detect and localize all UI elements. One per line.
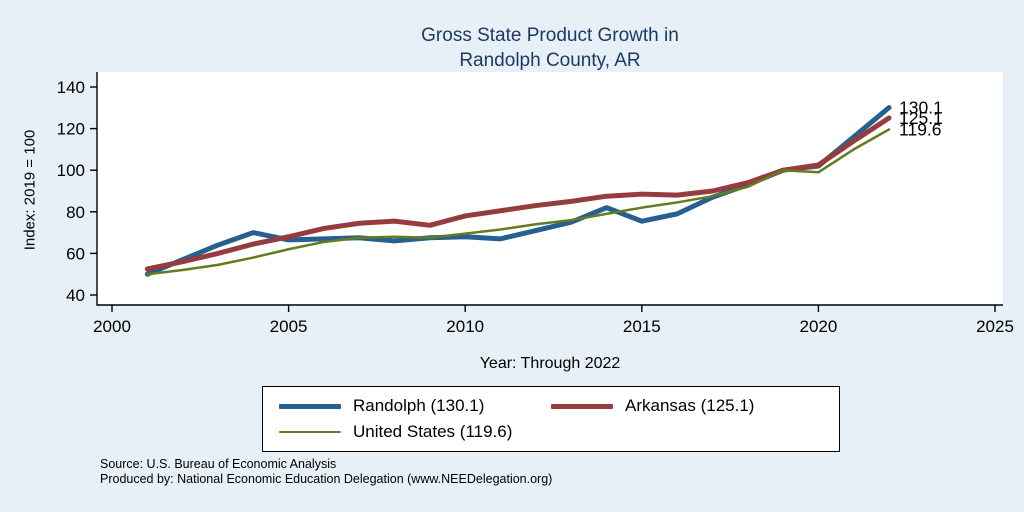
y-tick-label: 100 (57, 161, 85, 180)
legend-item-arkansas: Arkansas (125.1) (551, 396, 823, 416)
arkansas-line-swatch (551, 403, 613, 409)
x-tick-label: 2015 (623, 317, 661, 336)
source-line: Source: U.S. Bureau of Economic Analysis (100, 457, 337, 471)
chart-title-line-2: Randolph County, AR (459, 49, 641, 71)
x-axis-title: Year: Through 2022 (479, 355, 621, 372)
x-tick-label: 2010 (446, 317, 484, 336)
united-states-end-label: 119.6 (899, 119, 942, 139)
y-tick-label: 80 (66, 203, 85, 222)
produced-by-line: Produced by: National Economic Education… (100, 472, 553, 486)
arkansas-line (144, 115, 892, 272)
y-tick-label: 140 (57, 78, 85, 97)
axis-lines (96, 72, 1003, 306)
y-tick-label: 60 (66, 244, 85, 263)
x-tick-label: 2005 (270, 317, 308, 336)
legend-item-randolph: Randolph (130.1) (279, 396, 551, 416)
united-states-line (146, 128, 891, 276)
legend: Randolph (130.1) Arkansas (125.1) United… (262, 386, 840, 452)
united-states-line-swatch (279, 430, 341, 434)
x-tick-label: 2000 (93, 317, 131, 336)
y-tick-label: 120 (57, 120, 85, 139)
y-axis-title: Index: 2019 = 100 (21, 129, 39, 251)
legend-label-arkansas: Arkansas (125.1) (625, 396, 755, 415)
chart-title-line-1: Gross State Product Growth in (421, 25, 679, 46)
plot-background (97, 72, 1003, 305)
legend-label-randolph: Randolph (130.1) (353, 396, 485, 415)
legend-item-united-states: United States (119.6) (279, 422, 551, 442)
arkansas-end-label: 125.1 (899, 108, 943, 128)
legend-label-united-states: United States (119.6) (353, 422, 513, 441)
randolph-end-label: 130.1 (899, 98, 943, 118)
source-note: Source: U.S. Bureau of Economic Analysis… (100, 457, 552, 487)
y-tick-label: 40 (66, 286, 85, 305)
chart-title: Gross State Product Growth in Randolph C… (97, 24, 1003, 73)
randolph-line-swatch (279, 403, 341, 409)
x-tick-label: 2025 (976, 317, 1014, 336)
x-tick-label: 2020 (799, 317, 837, 336)
